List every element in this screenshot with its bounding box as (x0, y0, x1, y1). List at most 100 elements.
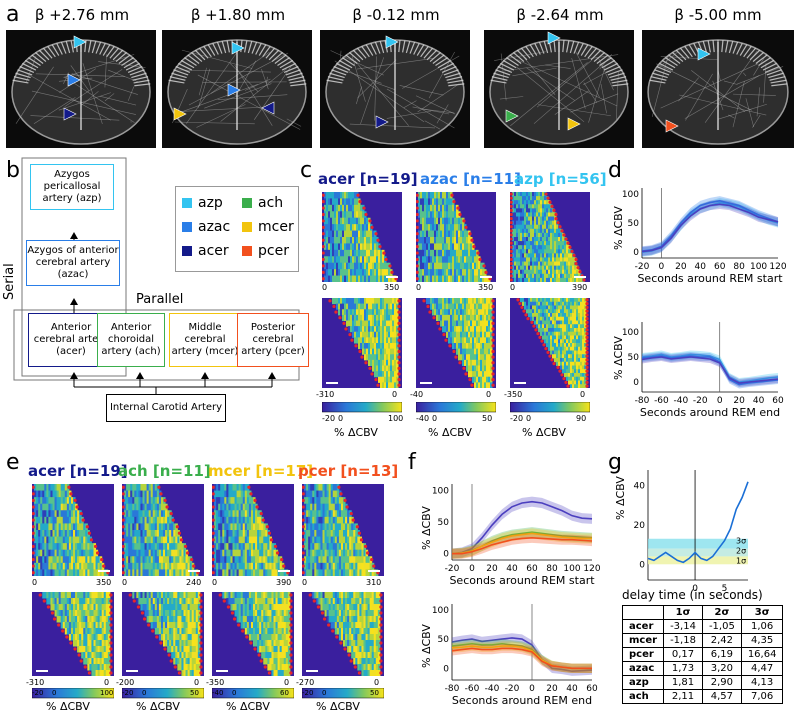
colorbar-label: % ΔCBV (316, 700, 360, 713)
x-tick-label: -20 (445, 564, 460, 574)
x-tick-label: -40 (485, 684, 500, 694)
table-cell: 0,17 (664, 648, 703, 662)
tick: -20 (322, 414, 335, 423)
y-tick-label: 0 (633, 248, 639, 258)
table-cell: pcer (623, 648, 664, 662)
y-tick-label: 0 (633, 378, 639, 388)
table-cell: 7,06 (741, 690, 783, 704)
tick: 0 (486, 390, 491, 399)
x-tick-label: 20 (675, 262, 687, 272)
legend-label: pcer (258, 243, 289, 259)
x-axis-label: Seconds around REM end (640, 406, 780, 419)
heatmap (302, 592, 384, 676)
table-cell: 2,42 (702, 634, 741, 648)
tick: -200 (116, 678, 134, 687)
tick: 50 (370, 689, 379, 697)
tick: 310 (366, 578, 381, 587)
panel-label-f: f (408, 450, 416, 475)
legend-swatch-mcer (242, 222, 252, 232)
x-axis-label: Seconds around REM start (449, 574, 595, 587)
tick: 0 (374, 678, 379, 687)
y-axis-label: % ΔCBV (612, 336, 625, 380)
heatmap (122, 592, 204, 676)
legend-swatch-acer (182, 246, 192, 256)
x-tick-label: 40 (753, 396, 765, 406)
x-tick-label: 0 (469, 564, 475, 574)
legend-label: azac (198, 219, 230, 235)
x-tick-label: -20 (505, 684, 520, 694)
tick: -40 (410, 390, 423, 399)
tick: 0 (212, 578, 217, 587)
tick: 0 (32, 578, 37, 587)
band-acer (642, 200, 778, 257)
table-cell: 1,06 (741, 620, 783, 634)
tick: 0 (432, 414, 437, 423)
brain-slice-1 (162, 30, 312, 148)
legend-swatch-pcer (242, 246, 252, 256)
x-tick-label: 80 (733, 262, 745, 272)
tick: -20 (302, 689, 313, 697)
tick: 0 (322, 689, 326, 697)
slice-title-4: β -5.00 mm (638, 6, 798, 24)
tick: -350 (206, 678, 224, 687)
tick: 0 (284, 678, 289, 687)
colorbar-label: % ΔCBV (334, 426, 378, 439)
colorbar (322, 402, 402, 414)
tick: 350 (384, 283, 399, 292)
tick: 60 (280, 689, 289, 697)
tick: 50 (482, 414, 492, 423)
tick: -40 (416, 414, 429, 423)
heatmap (212, 484, 294, 576)
heatmap (32, 592, 114, 676)
tick: -20 (510, 414, 523, 423)
legend-swatch-ach (242, 198, 252, 208)
table-cell: mcer (623, 634, 664, 648)
x-tick-label: 120 (769, 262, 786, 272)
tick: 390 (276, 578, 291, 587)
tick: 50 (190, 689, 199, 697)
x-tick-label: 40 (695, 262, 707, 272)
box-azac: Azygos of anterior cerebral artery (azac… (26, 240, 120, 286)
y-tick-label: 0 (639, 560, 645, 570)
legend-item-azac: azac (182, 219, 242, 235)
heatmap-title-c-1: azac [n=11] (420, 170, 521, 188)
table-header-cell: 2σ (702, 606, 741, 620)
x-tick-label: 40 (566, 684, 578, 694)
brain-slice-3 (484, 30, 634, 148)
panel-label-e: e (6, 450, 20, 475)
table-header-cell: 3σ (741, 606, 783, 620)
heatmap (32, 484, 114, 576)
slice-title-2: β -0.12 mm (316, 6, 476, 24)
tick: 0 (510, 283, 515, 292)
colorbar-label: % ΔCBV (522, 426, 566, 439)
x-tick-label: -20 (635, 262, 650, 272)
parallel-label: Parallel (136, 292, 183, 307)
legend-swatch-azac (182, 222, 192, 232)
y-tick-label: 20 (634, 521, 646, 531)
table-cell: 1,81 (664, 676, 703, 690)
table-cell: 1,73 (664, 662, 703, 676)
table-cell: 4,13 (741, 676, 783, 690)
slice-title-0: β +2.76 mm (2, 6, 162, 24)
colorbar (510, 402, 590, 414)
table-cell: -1,05 (702, 620, 741, 634)
y-tick-label: 50 (438, 635, 450, 645)
x-tick-label: -40 (674, 396, 689, 406)
brain-slice-0 (6, 30, 156, 148)
box-pcer: Posterior cerebral artery (pcer) (237, 313, 309, 367)
x-tick-label: 60 (586, 684, 598, 694)
tick: 0 (580, 390, 585, 399)
x-tick-label: -80 (635, 396, 650, 406)
tick: -270 (296, 678, 314, 687)
heatmap-title-c-2: azp [n=56] (514, 170, 607, 188)
x-tick-label: 60 (714, 262, 726, 272)
tick: 90 (576, 414, 586, 423)
tick: 350 (478, 283, 493, 292)
y-tick-label: 40 (634, 482, 646, 492)
